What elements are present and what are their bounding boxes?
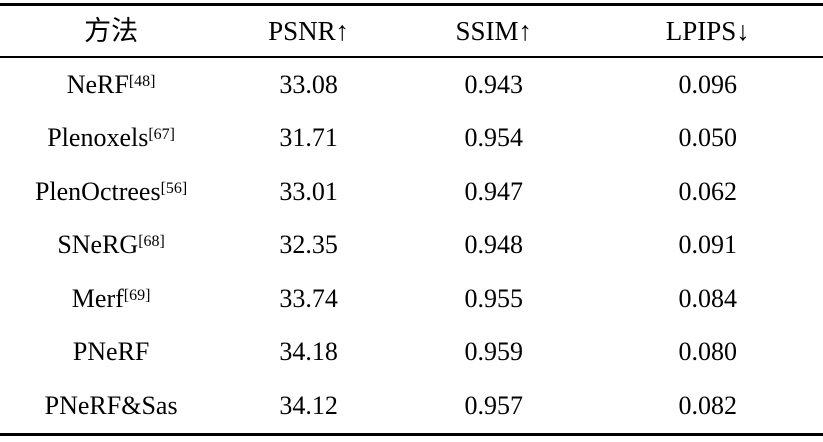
table-row: PNeRF 34.18 0.959 0.080 xyxy=(0,326,823,380)
lpips-cell: 0.062 xyxy=(678,176,738,206)
lpips-cell: 0.096 xyxy=(678,69,738,99)
psnr-cell: 33.74 xyxy=(279,283,338,313)
lpips-cell: 0.091 xyxy=(678,230,738,260)
ssim-cell: 0.947 xyxy=(464,176,524,206)
psnr-cell: 34.18 xyxy=(279,337,338,367)
header-cell-method: 方法 xyxy=(84,15,139,46)
header-cell-lpips: LPIPS↓ xyxy=(665,15,750,46)
ssim-cell: 0.943 xyxy=(464,69,524,99)
psnr-cell: 33.01 xyxy=(279,176,338,206)
ssim-cell: 0.955 xyxy=(464,283,524,313)
method-name: PNeRF xyxy=(72,337,150,367)
table-bottom-rule xyxy=(0,432,823,436)
method-name: NeRF xyxy=(66,69,129,99)
method-cell: Merf[69] xyxy=(0,283,222,313)
psnr-cell: 32.35 xyxy=(279,230,338,260)
method-cell: PNeRF&Sas xyxy=(0,390,222,420)
table-row: NeRF[48] 33.08 0.943 0.096 xyxy=(0,58,823,112)
table-body: NeRF[48] 33.08 0.943 0.096 Plenoxels[67]… xyxy=(0,58,823,433)
lpips-cell: 0.084 xyxy=(678,283,738,313)
method-name: PlenOctrees xyxy=(34,176,161,206)
method-cell: NeRF[48] xyxy=(0,69,222,99)
lpips-cell: 0.082 xyxy=(678,390,738,420)
citation-ref: [69] xyxy=(123,286,151,304)
ssim-cell: 0.948 xyxy=(464,230,524,260)
method-name: Merf xyxy=(71,283,124,313)
table-row: PNeRF&Sas 34.12 0.957 0.082 xyxy=(0,379,823,433)
table-header-rule xyxy=(0,56,823,58)
table-top-rule xyxy=(0,3,823,6)
table-row: PlenOctrees[56] 33.01 0.947 0.062 xyxy=(0,165,823,219)
method-cell: PlenOctrees[56] xyxy=(0,176,222,206)
table-header-row: 方法 PSNR↑ SSIM↑ LPIPS↓ xyxy=(0,6,823,56)
ssim-cell: 0.954 xyxy=(464,123,524,153)
table-row: Plenoxels[67] 31.71 0.954 0.050 xyxy=(0,112,823,166)
header-cell-ssim: SSIM↑ xyxy=(455,15,533,46)
method-cell: SNeRG[68] xyxy=(0,232,222,258)
lpips-cell: 0.050 xyxy=(678,123,738,153)
method-cell: Plenoxels[67] xyxy=(0,125,222,151)
psnr-cell: 34.12 xyxy=(279,390,338,420)
method-name: Plenoxels xyxy=(47,123,149,153)
psnr-cell: 31.71 xyxy=(279,123,338,153)
citation-ref: [68] xyxy=(138,233,165,251)
citation-ref: [67] xyxy=(148,126,175,144)
method-name: SNeRG xyxy=(57,230,139,260)
header-cell-psnr: PSNR↑ xyxy=(268,15,350,46)
method-cell: PNeRF xyxy=(0,339,222,365)
psnr-cell: 33.08 xyxy=(279,69,338,99)
table-row: Merf[69] 33.74 0.955 0.084 xyxy=(0,272,823,326)
ssim-cell: 0.959 xyxy=(464,337,524,367)
lpips-cell: 0.080 xyxy=(678,337,738,367)
citation-ref: [48] xyxy=(128,72,156,90)
table-row: SNeRG[68] 32.35 0.948 0.091 xyxy=(0,219,823,273)
citation-ref: [56] xyxy=(160,179,188,197)
ssim-cell: 0.957 xyxy=(464,390,524,420)
method-name: PNeRF&Sas xyxy=(44,390,178,420)
